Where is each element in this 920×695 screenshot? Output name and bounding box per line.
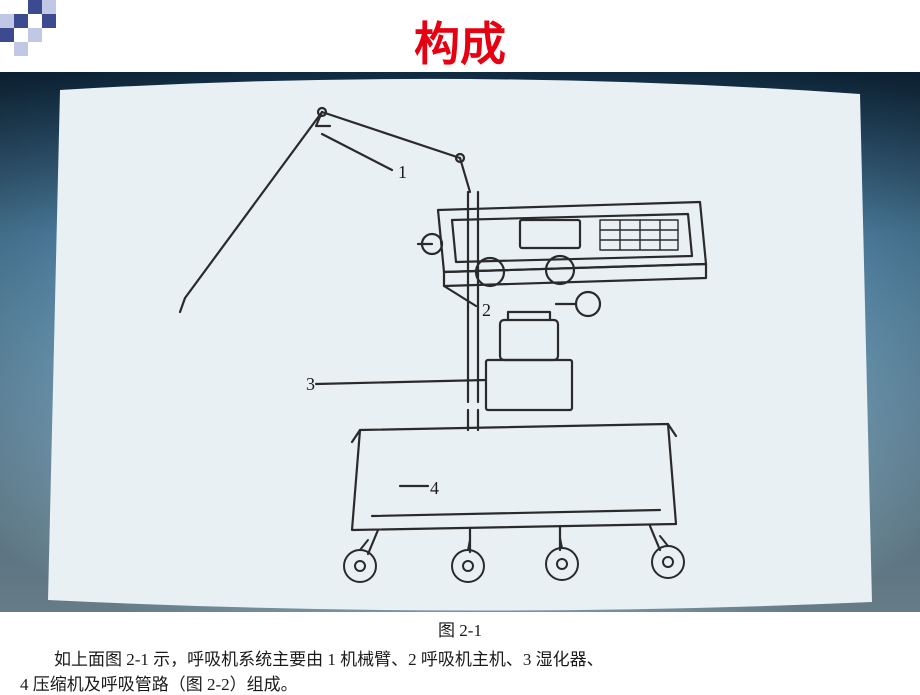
slide-title: 构成 <box>0 0 920 74</box>
caption-line-2: 4 压缩机及呼吸管路（图 2-2）组成。 <box>20 670 900 695</box>
callout-3: 3 <box>306 374 315 394</box>
caption-line-1: 如上面图 2-1 示，呼吸机系统主要由 1 机械臂、2 呼吸机主机、3 湿化器、 <box>20 645 900 670</box>
callout-4: 4 <box>430 478 439 498</box>
callout-2: 2 <box>482 300 491 320</box>
figure-label: 图 2-1 <box>20 616 900 641</box>
ventilator-diagram: 1 2 3 4 <box>0 72 920 612</box>
deco-square <box>14 14 28 28</box>
deco-square <box>42 14 56 28</box>
callout-1: 1 <box>398 162 407 182</box>
figure-photo: 1 2 3 4 <box>0 72 920 612</box>
deco-square <box>28 0 42 14</box>
figure-caption: 图 2-1 如上面图 2-1 示，呼吸机系统主要由 1 机械臂、2 呼吸机主机、… <box>0 616 920 695</box>
deco-square <box>0 28 14 42</box>
deco-square <box>0 14 14 28</box>
deco-square <box>14 42 28 56</box>
corner-decoration <box>0 0 60 60</box>
deco-square <box>28 28 42 42</box>
deco-square <box>42 0 56 14</box>
